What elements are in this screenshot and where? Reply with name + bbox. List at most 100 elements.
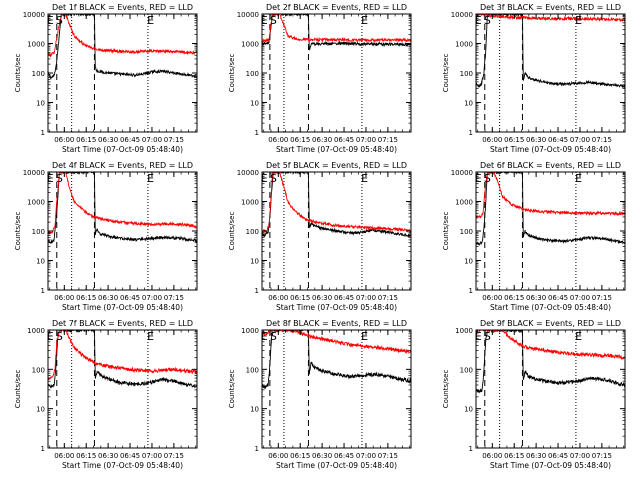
series-events <box>262 14 411 51</box>
y-tick-label: 1 <box>41 445 45 453</box>
x-tick-label: 06:00 <box>482 294 502 302</box>
panel-title: Det 4f BLACK = Events, RED = LLD <box>52 161 193 170</box>
x-tick-label: 06:00 <box>268 136 288 144</box>
y-axis-label: Counts/sec <box>14 212 22 251</box>
panel-title: Det 9f BLACK = Events, RED = LLD <box>480 319 621 328</box>
x-axis-label: Start Time (07-Oct-09 05:48:40) <box>276 303 397 312</box>
y-tick-label: 1000 <box>455 199 473 207</box>
y-tick-label: 1000 <box>27 327 45 335</box>
y-axis-label: Counts/sec <box>228 212 236 251</box>
y-axis-label: Counts/sec <box>228 54 236 93</box>
x-tick-label: 06:30 <box>98 452 118 460</box>
series-events <box>48 14 197 80</box>
panel-title: Det 1f BLACK = Events, RED = LLD <box>52 3 193 12</box>
y-tick-label: 10 <box>250 100 259 108</box>
x-tick-label: 06:00 <box>482 136 502 144</box>
x-tick-label: 07:15 <box>592 452 612 460</box>
x-tick-label: 06:15 <box>290 294 310 302</box>
marker-label: E <box>147 172 154 185</box>
series-lld <box>476 172 625 220</box>
x-axis-label: Start Time (07-Oct-09 05:48:40) <box>62 461 183 470</box>
y-tick-label: 1 <box>41 129 45 137</box>
marker-label: E <box>475 330 482 343</box>
marker-label: E <box>47 330 54 343</box>
y-tick-label: 100 <box>32 366 45 374</box>
x-tick-label: 06:45 <box>120 452 140 460</box>
series-events <box>262 172 411 238</box>
series-lld <box>262 14 411 43</box>
x-tick-label: 06:00 <box>54 136 74 144</box>
y-axis-label: Counts/sec <box>14 370 22 409</box>
x-tick-label: 06:45 <box>548 452 568 460</box>
y-tick-label: 1000 <box>241 199 259 207</box>
series-events <box>476 172 625 246</box>
x-axis-label: Start Time (07-Oct-09 05:48:40) <box>276 145 397 154</box>
y-tick-label: 1 <box>41 287 45 295</box>
x-axis-label: Start Time (07-Oct-09 05:48:40) <box>490 145 611 154</box>
x-tick-label: 06:30 <box>98 136 118 144</box>
marker-label: S <box>270 14 277 27</box>
x-tick-label: 06:45 <box>548 294 568 302</box>
y-tick-label: 10 <box>36 258 45 266</box>
x-tick-label: 06:15 <box>504 136 524 144</box>
x-tick-label: 06:45 <box>334 294 354 302</box>
y-tick-label: 10 <box>36 100 45 108</box>
marker-label: E <box>575 14 582 27</box>
marker-label: E <box>575 330 582 343</box>
y-tick-label: 1 <box>255 129 259 137</box>
x-tick-label: 06:45 <box>120 294 140 302</box>
y-tick-label: 1 <box>255 287 259 295</box>
x-tick-label: 06:15 <box>504 452 524 460</box>
series-events <box>476 14 625 90</box>
y-tick-label: 1000 <box>241 327 259 335</box>
y-tick-label: 100 <box>246 228 259 236</box>
y-tick-label: 10 <box>250 258 259 266</box>
y-tick-label: 1000 <box>455 327 473 335</box>
y-tick-label: 1 <box>469 129 473 137</box>
x-tick-label: 06:45 <box>548 136 568 144</box>
marker-label: S <box>270 330 277 343</box>
series-lld <box>48 14 197 58</box>
x-tick-label: 07:00 <box>142 452 162 460</box>
series-lld <box>48 330 197 380</box>
x-tick-label: 07:00 <box>356 294 376 302</box>
x-tick-label: 06:30 <box>526 294 546 302</box>
x-tick-label: 06:15 <box>76 452 96 460</box>
y-tick-label: 1000 <box>27 41 45 49</box>
x-tick-label: 06:45 <box>120 136 140 144</box>
y-axis-label: Counts/sec <box>14 54 22 93</box>
x-axis-label: Start Time (07-Oct-09 05:48:40) <box>276 461 397 470</box>
panel-title: Det 6f BLACK = Events, RED = LLD <box>480 161 621 170</box>
y-axis-label: Counts/sec <box>442 212 450 251</box>
x-tick-label: 07:15 <box>378 294 398 302</box>
y-tick-label: 10 <box>464 406 473 414</box>
x-tick-label: 07:00 <box>356 136 376 144</box>
y-tick-label: 100 <box>32 228 45 236</box>
marker-label: E <box>147 14 154 27</box>
marker-label: S <box>56 14 63 27</box>
y-tick-label: 100 <box>460 366 473 374</box>
x-axis-label: Start Time (07-Oct-09 05:48:40) <box>62 303 183 312</box>
x-tick-label: 07:15 <box>592 136 612 144</box>
marker-label: S <box>484 14 491 27</box>
y-tick-label: 10000 <box>23 11 45 19</box>
x-tick-label: 06:15 <box>504 294 524 302</box>
x-tick-label: 06:30 <box>98 294 118 302</box>
panel-title: Det 7f BLACK = Events, RED = LLD <box>52 319 193 328</box>
y-tick-label: 10000 <box>451 169 473 177</box>
marker-label: S <box>484 330 491 343</box>
x-tick-label: 07:15 <box>164 452 184 460</box>
y-tick-label: 10000 <box>451 11 473 19</box>
y-tick-label: 100 <box>460 70 473 78</box>
y-tick-label: 100 <box>246 366 259 374</box>
y-tick-label: 10000 <box>237 11 259 19</box>
x-tick-label: 07:15 <box>164 136 184 144</box>
y-tick-label: 100 <box>32 70 45 78</box>
x-tick-label: 06:15 <box>290 136 310 144</box>
x-tick-label: 07:15 <box>164 294 184 302</box>
x-tick-label: 06:15 <box>76 294 96 302</box>
